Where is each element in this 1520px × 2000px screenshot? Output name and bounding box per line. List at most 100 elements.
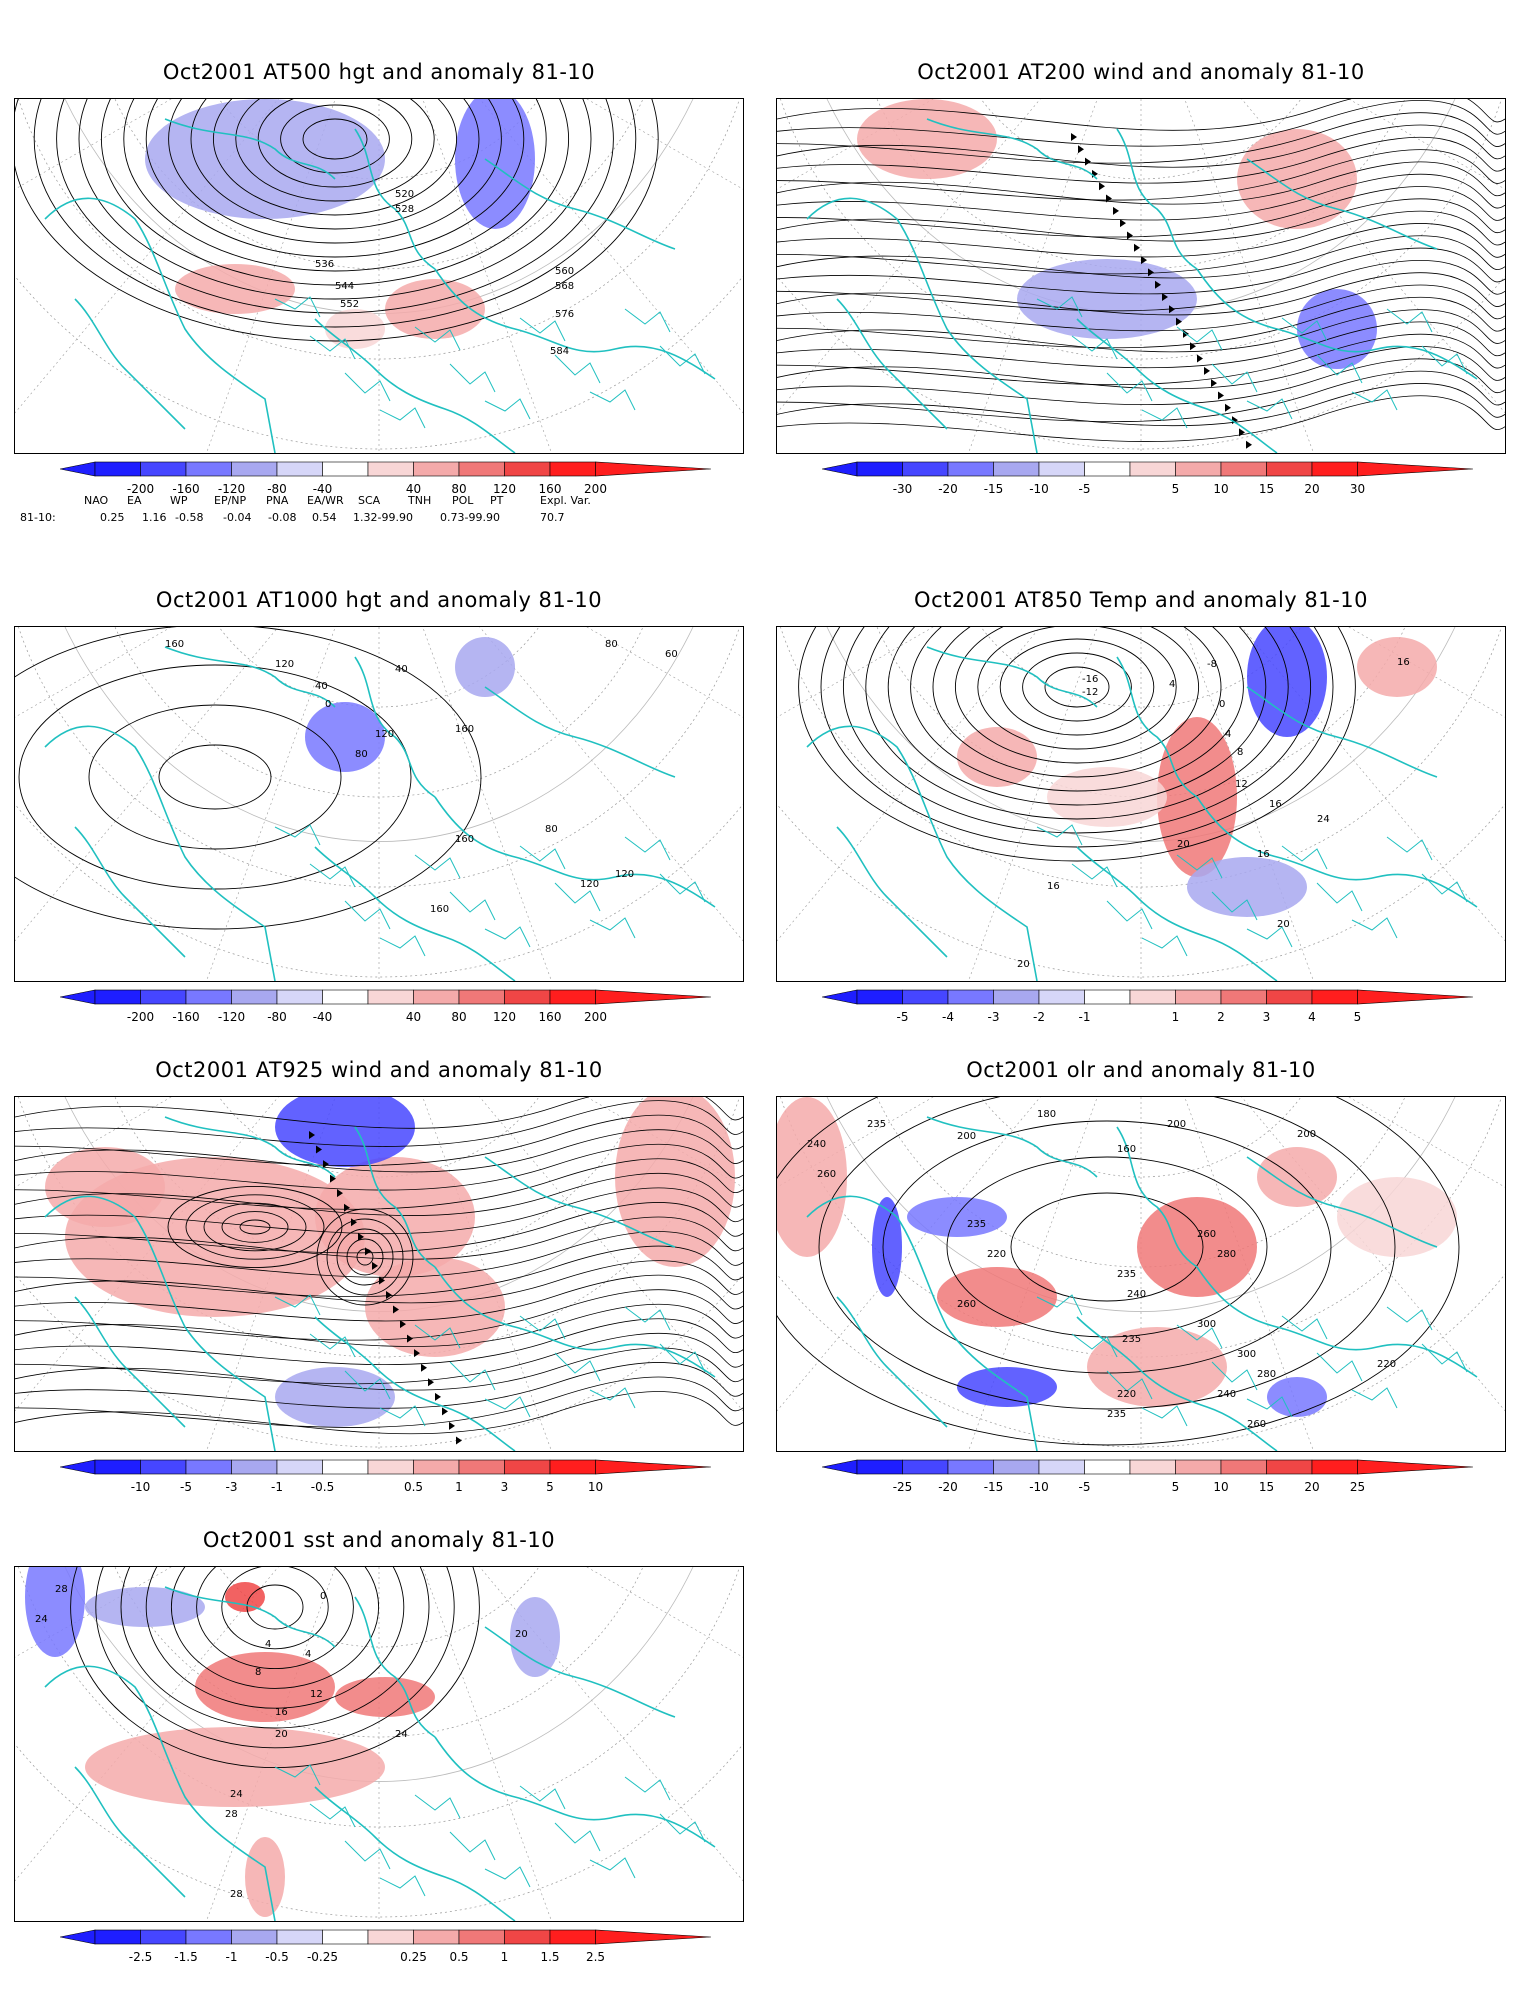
- contour-line: [123, 99, 547, 272]
- country-border: [1106, 1370, 1153, 1400]
- country-border: [344, 1370, 391, 1400]
- index-value: 1.16: [142, 511, 167, 524]
- colorbar-segment: [1311, 989, 1358, 1005]
- country-border: [309, 1803, 356, 1828]
- colorbar-tick-label: 10: [1213, 1480, 1229, 1494]
- coastline: [836, 826, 948, 958]
- contour-label: 220: [987, 1249, 1006, 1260]
- colorbar-left-arrow: [60, 1929, 96, 1945]
- contour-label: 60: [665, 649, 678, 660]
- graticule-meridian: [15, 627, 172, 718]
- colorbar-segment: [1220, 1459, 1267, 1475]
- streamline: [777, 223, 1505, 275]
- country-border: [1211, 891, 1258, 921]
- country-border: [589, 917, 636, 939]
- colorbar-tick-label: 5: [1353, 1010, 1362, 1024]
- panel-title: Oct2001 AT850 Temp and anomaly 81-10: [914, 588, 1368, 612]
- contour-label: 16: [1047, 881, 1060, 892]
- country-border: [659, 873, 706, 903]
- country-border: [274, 1764, 321, 1786]
- streamline: [777, 346, 1505, 390]
- contour-label: 220: [1377, 1359, 1396, 1370]
- contour-line: [818, 1097, 1396, 1410]
- country-border: [589, 1387, 636, 1409]
- colorbar-segment: [276, 461, 323, 477]
- anomaly-shading: [777, 1097, 847, 1257]
- colorbar-tick-label: -160: [172, 482, 200, 496]
- map-925: [14, 1096, 744, 1452]
- contour-label: 160: [1117, 1144, 1136, 1155]
- contour-label: 235: [1122, 1334, 1141, 1345]
- anomaly-shading: [1137, 1197, 1257, 1297]
- contour-line: [70, 1567, 480, 1769]
- colorbar-segment: [231, 1929, 278, 1945]
- streamline: [15, 1362, 743, 1409]
- anomaly-shading: [1017, 259, 1197, 339]
- anomaly-shading: [1247, 627, 1327, 737]
- contour-label: 240: [1127, 1289, 1146, 1300]
- streamline-arrow: [1141, 256, 1147, 265]
- streamline-arrow: [1127, 231, 1133, 240]
- contour-label: 240: [807, 1139, 826, 1150]
- coastline: [1246, 158, 1438, 250]
- anomaly-shading: [325, 309, 385, 349]
- colorbar-segment: [549, 1459, 596, 1475]
- contour-line: [101, 99, 569, 286]
- graticule-meridian: [586, 1567, 743, 1658]
- graticule-meridian: [422, 99, 552, 453]
- contour-line: [221, 1567, 329, 1650]
- contour-line: [15, 627, 482, 930]
- streamline: [15, 1318, 743, 1365]
- map-svg: 28 24 0 4 4 8 12 16 20 24 24 28 28 20: [15, 1567, 743, 1921]
- colorbar-segment: [458, 1929, 505, 1945]
- contour-label: 260: [957, 1299, 976, 1310]
- contour-label: -12: [1082, 687, 1098, 698]
- streamline-arrow: [372, 1261, 378, 1270]
- colorbar-segment: [504, 989, 551, 1005]
- streamline-arrow: [344, 1203, 350, 1212]
- graticule-meridian: [422, 1567, 552, 1921]
- colorbar-1000: -200 -160 -120 -80 -40 40 80 120 160 200: [60, 988, 715, 1030]
- colorbar-segment: [231, 989, 278, 1005]
- panel-500: Oct2001 AT500 hgt and anomaly 81-10 520 5…: [14, 60, 744, 540]
- colorbar-segment: [1084, 461, 1131, 477]
- colorbar-segment: [367, 1459, 414, 1475]
- contour-line: [1044, 666, 1110, 708]
- streamline-arrow: [309, 1131, 315, 1139]
- contour-label: 24: [395, 1729, 408, 1740]
- contour-label: 520: [395, 189, 414, 200]
- country-border: [274, 296, 321, 318]
- colorbar-segment: [276, 1929, 323, 1945]
- colorbar-segment: [185, 461, 232, 477]
- colorbar-tick-label: 0.25: [400, 1950, 427, 1964]
- colorbar-tick-label: -10: [1029, 482, 1049, 496]
- streamline: [15, 1289, 743, 1341]
- panel-850: Oct2001 AT850 Temp and anomaly 81-10 -8 -…: [776, 588, 1506, 1028]
- contour-label: 0: [1219, 699, 1225, 710]
- coastline: [1196, 1266, 1478, 1378]
- streamline-arrow: [449, 1421, 455, 1430]
- colorbar-segment: [856, 989, 903, 1005]
- index-value: -0.58: [175, 511, 204, 524]
- country-border: [1036, 824, 1083, 846]
- contour-label: 24: [35, 1614, 48, 1625]
- country-border: [274, 1294, 321, 1316]
- colorbar-sst: -2.5 -1.5 -1 -0.5 -0.25 0.25 0.5 1 1.5 2.5: [60, 1928, 715, 1970]
- colorbar-olr: -25 -20 -15 -10 -5 5 10 15 20 25: [822, 1458, 1477, 1500]
- streamline: [777, 333, 1505, 386]
- streamline: [15, 1114, 743, 1167]
- coastline: [44, 1195, 276, 1451]
- coastline: [1076, 318, 1278, 453]
- colorbar-tick-label: 0.5: [403, 1480, 424, 1494]
- contour-line: [910, 627, 1244, 792]
- contour-line: [356, 1248, 374, 1266]
- anomaly-shading: [510, 1597, 560, 1677]
- country-border: [1036, 1294, 1083, 1316]
- colorbar-right-arrow: [595, 1929, 712, 1945]
- coastline: [434, 796, 716, 908]
- streamline: [15, 1187, 743, 1235]
- coastline: [1246, 686, 1438, 778]
- contour-label: 235: [867, 1119, 886, 1130]
- anomaly-shading: [195, 1652, 335, 1722]
- streamline-arrow: [1225, 403, 1231, 412]
